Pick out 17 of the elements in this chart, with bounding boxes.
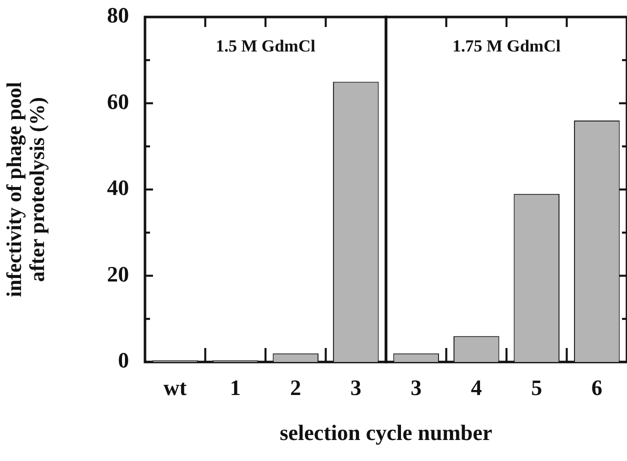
y-tick-label: 40 (107, 175, 129, 200)
x-axis-title: selection cycle number (278, 420, 494, 446)
x-tick-label: 4 (470, 374, 482, 400)
y-tick-label: 0 (118, 348, 129, 373)
x-tick-label: wt (164, 374, 188, 400)
y-tick-label: 60 (107, 88, 129, 114)
y-tick-label: 80 (107, 2, 129, 28)
x-tick-label: 5 (531, 374, 542, 400)
annotation: 1.5 M GdmCl (216, 36, 316, 56)
x-tick-label: 2 (290, 374, 302, 400)
x-tick-label: 1 (230, 374, 241, 400)
x-tick-label: 6 (591, 374, 602, 400)
x-tick-label: 3 (410, 374, 422, 400)
annotation: 1.75 M GdmCl (452, 36, 561, 56)
y-axis-title: infectivity of phage pool after proteolysis (%) (2, 82, 50, 298)
y-tick-label: 20 (107, 261, 129, 286)
x-tick-label: 3 (350, 374, 362, 400)
